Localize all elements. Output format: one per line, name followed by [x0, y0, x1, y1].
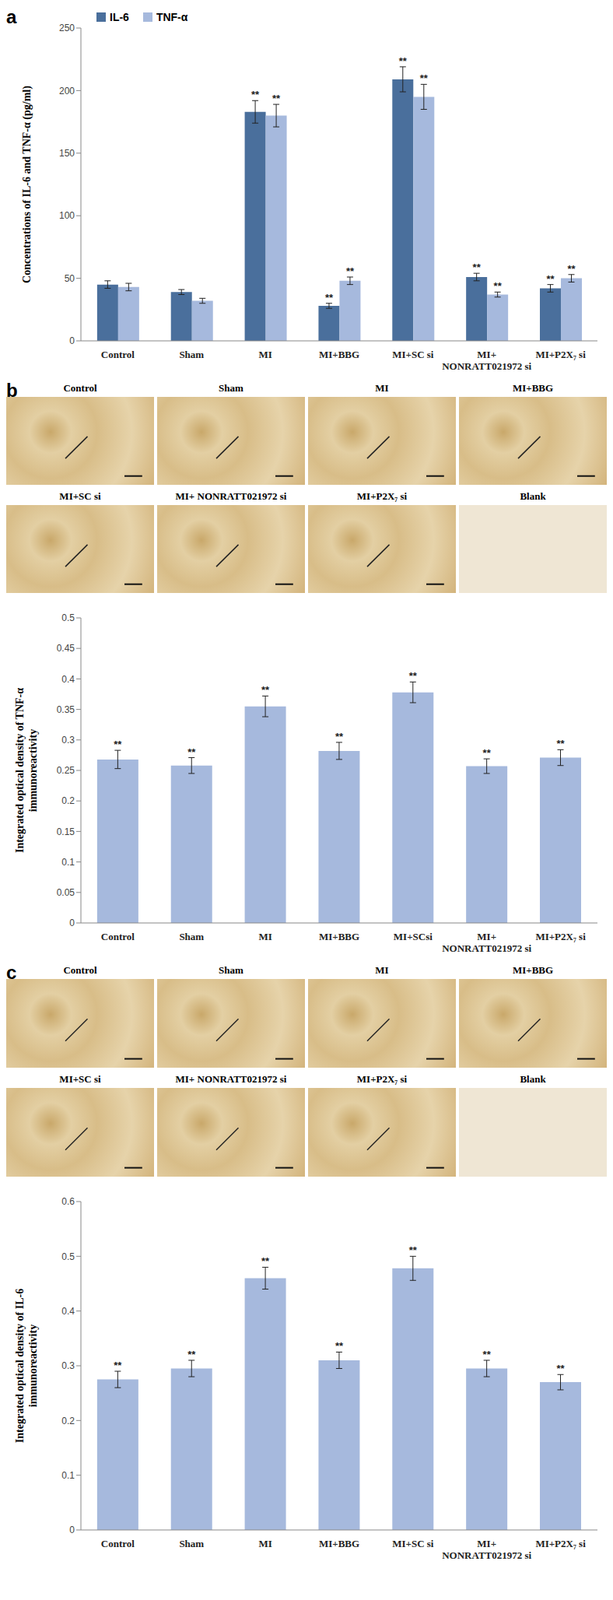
- html-text:TNF-α: TNF-α: [156, 10, 188, 24]
- svg-text:**: **: [556, 1362, 565, 1374]
- svg-text:**: **: [567, 262, 576, 275]
- svg-text:**: **: [251, 88, 260, 101]
- svg-text:0.4: 0.4: [61, 673, 75, 685]
- svg-text:Sham: Sham: [178, 930, 204, 943]
- svg-text:MI: MI: [258, 1537, 272, 1549]
- svg-text:MI: MI: [258, 348, 272, 361]
- svg-text:0.35: 0.35: [56, 704, 76, 715]
- svg-text:**: **: [113, 738, 123, 750]
- svg-text:**: **: [187, 746, 197, 758]
- svg-text:0: 0: [69, 1523, 75, 1535]
- svg-text:50: 50: [64, 273, 76, 284]
- html-text:MI+BBG: MI+BBG: [512, 381, 554, 394]
- svg-text:0.5: 0.5: [61, 612, 75, 624]
- svg-text:MI+P2X₇ si: MI+P2X₇ si: [535, 930, 586, 943]
- html-text:Integrated optical density of: Integrated optical density of TNF-α immu…: [14, 687, 39, 853]
- svg-text:**: **: [556, 737, 565, 750]
- svg-text:Control: Control: [101, 1537, 135, 1549]
- svg-text:200: 200: [59, 85, 75, 97]
- svg-text:MI+SCsi: MI+SCsi: [393, 930, 433, 943]
- html-text:MI+SC si: MI+SC si: [59, 490, 101, 502]
- svg-text:0.05: 0.05: [56, 886, 76, 898]
- svg-text:MI: MI: [258, 930, 272, 943]
- svg-text:**: **: [335, 1339, 344, 1352]
- svg-text:**: **: [187, 1348, 197, 1360]
- html-text:b: b: [6, 379, 18, 401]
- svg-text:**: **: [346, 265, 355, 277]
- html-text:Sham: Sham: [218, 963, 244, 976]
- svg-text:**: **: [420, 72, 429, 85]
- svg-text:**: **: [483, 746, 492, 759]
- svg-text:MI+BBG: MI+BBG: [318, 930, 360, 943]
- svg-text:MI+BBG: MI+BBG: [318, 1537, 360, 1549]
- html-text:Sham: Sham: [218, 381, 244, 394]
- svg-text:0.1: 0.1: [61, 856, 75, 868]
- svg-text:0.3: 0.3: [61, 1359, 75, 1371]
- svg-text:0: 0: [69, 917, 75, 929]
- svg-text:MI+SC si: MI+SC si: [392, 348, 435, 361]
- svg-text:Control: Control: [101, 348, 135, 361]
- svg-text:0.1: 0.1: [61, 1469, 75, 1481]
- svg-text:MI+NONRATT021972 si: MI+NONRATT021972 si: [441, 930, 532, 954]
- svg-text:**: **: [493, 280, 503, 292]
- html-text:MI: MI: [375, 381, 389, 394]
- html-text:MI+BBG: MI+BBG: [512, 963, 554, 976]
- html-text:c: c: [6, 961, 17, 983]
- svg-text:100: 100: [59, 210, 75, 221]
- html-text:MI+P2X₇ si: MI+P2X₇ si: [356, 1072, 408, 1085]
- svg-text:MI+P2X₇ si: MI+P2X₇ si: [535, 1537, 586, 1549]
- html-text:Control: Control: [63, 963, 97, 976]
- svg-text:Sham: Sham: [178, 348, 204, 361]
- html-text:MI+ NONRATT021972 si: MI+ NONRATT021972 si: [175, 1072, 287, 1085]
- svg-text:**: **: [409, 1243, 418, 1256]
- html-text:MI+ NONRATT021972 si: MI+ NONRATT021972 si: [175, 490, 287, 502]
- html-text:Concentrations of IL-6 and TNF: Concentrations of IL-6 and TNF-α (pg/ml): [20, 85, 33, 284]
- svg-text:**: **: [261, 1254, 270, 1267]
- svg-text:**: **: [113, 1359, 123, 1371]
- html-text:MI+SC si: MI+SC si: [59, 1072, 101, 1085]
- svg-text:0.5: 0.5: [61, 1250, 75, 1262]
- html-text:MI: MI: [375, 963, 389, 976]
- svg-text:MI+NONRATT021972 si: MI+NONRATT021972 si: [441, 1537, 532, 1561]
- svg-text:0.45: 0.45: [56, 642, 76, 654]
- html-text:Blank: Blank: [519, 1072, 546, 1085]
- svg-text:MI+SC si: MI+SC si: [392, 1537, 435, 1549]
- svg-text:Sham: Sham: [178, 1537, 204, 1549]
- svg-text:0.2: 0.2: [61, 1415, 75, 1426]
- svg-text:150: 150: [59, 147, 75, 159]
- svg-text:**: **: [272, 92, 281, 105]
- html-text:MI+P2X₇ si: MI+P2X₇ si: [356, 490, 408, 502]
- svg-text:**: **: [325, 291, 334, 304]
- svg-text:0.25: 0.25: [56, 764, 76, 776]
- svg-text:0.6: 0.6: [61, 1195, 75, 1207]
- svg-text:Control: Control: [101, 930, 135, 943]
- html-text:IL-6: IL-6: [109, 10, 130, 24]
- svg-text:**: **: [546, 273, 555, 285]
- svg-text:MI+BBG: MI+BBG: [318, 348, 360, 361]
- svg-text:0.2: 0.2: [61, 795, 75, 806]
- svg-text:**: **: [335, 730, 344, 743]
- html-text:Control: Control: [63, 381, 97, 394]
- svg-text:250: 250: [59, 22, 75, 34]
- svg-text:0.4: 0.4: [61, 1305, 75, 1317]
- svg-text:MI+P2X₇ si: MI+P2X₇ si: [535, 348, 586, 361]
- svg-text:**: **: [472, 261, 482, 274]
- html-text:Blank: Blank: [519, 490, 546, 502]
- html-text:Integrated optical density of: Integrated optical density of IL-6 immun…: [14, 1288, 39, 1443]
- svg-text:**: **: [261, 683, 270, 696]
- svg-text:0.15: 0.15: [56, 826, 76, 838]
- svg-text:**: **: [399, 55, 408, 67]
- html-text:a: a: [6, 6, 17, 28]
- svg-text:0.3: 0.3: [61, 734, 75, 746]
- svg-text:MI+NONRATT021972 si: MI+NONRATT021972 si: [441, 348, 532, 372]
- svg-text:**: **: [409, 669, 418, 682]
- svg-text:0: 0: [69, 335, 75, 347]
- svg-text:**: **: [483, 1348, 492, 1360]
